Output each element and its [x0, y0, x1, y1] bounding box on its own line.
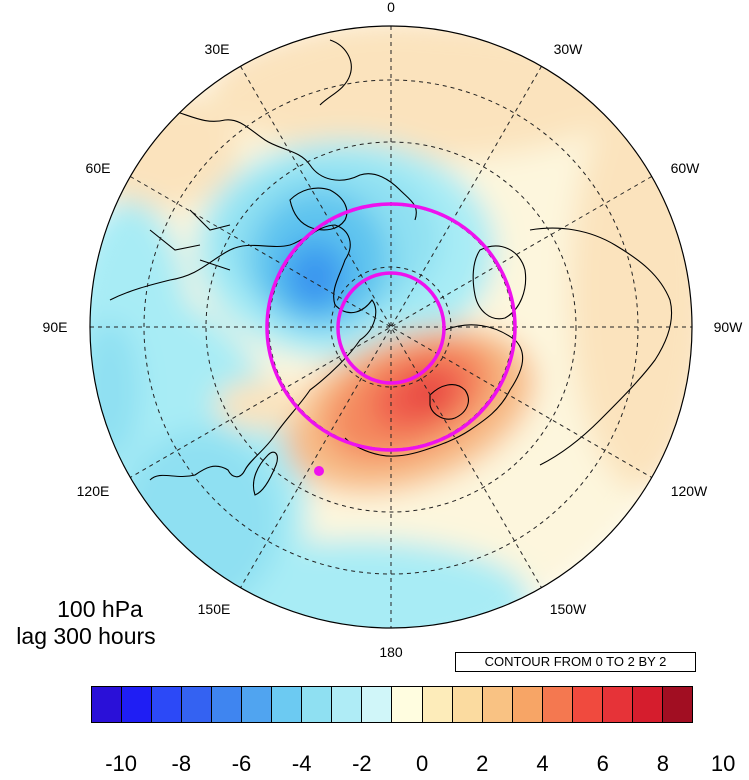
lag-label: lag 300 hours	[16, 623, 156, 649]
lon-label-30w: 30W	[554, 41, 584, 57]
colorbar-swatch	[422, 687, 453, 722]
colorbar-swatch	[212, 687, 243, 722]
lon-label-60w: 60W	[671, 160, 701, 176]
colorbar-swatch	[332, 687, 363, 722]
anomaly-field	[90, 26, 692, 628]
colorbar-swatch	[512, 687, 543, 722]
alaska-coast	[429, 384, 469, 420]
colorbar-swatch	[392, 687, 423, 722]
colorbar-swatch	[482, 687, 513, 722]
colorbar-swatch	[662, 687, 692, 722]
colorbar-tick-label: -6	[231, 751, 252, 776]
colorbar-swatch	[272, 687, 303, 722]
colorbar-tick-label: 2	[476, 751, 489, 776]
lon-label-120w: 120W	[671, 483, 708, 499]
lon-label-150w: 150W	[550, 601, 587, 617]
colorbar-tick-label: 0	[415, 751, 429, 776]
colorbar-tick-label: -2	[352, 751, 372, 776]
map-boundary	[89, 25, 693, 629]
pressure-level-label: 100 hPa	[57, 596, 143, 622]
scandinavia-coast	[289, 187, 348, 231]
colorbar-swatch	[152, 687, 183, 722]
greenland-coast	[472, 245, 527, 320]
colorbar-tick-label: -4	[291, 751, 312, 776]
colorbar-tick-label: -10	[105, 751, 137, 776]
colorbar-tick-label: 6	[596, 751, 609, 776]
lon-label-60e: 60E	[86, 160, 111, 176]
lon-label-150e: 150E	[198, 601, 231, 617]
asia-interior-border	[149, 209, 231, 271]
europe-coast	[169, 109, 417, 221]
north-america-east	[529, 227, 673, 466]
colorbar-swatch	[122, 687, 153, 722]
colorbar-swatch	[632, 687, 663, 722]
colorbar-swatch	[362, 687, 393, 722]
africa-coast	[319, 39, 352, 106]
colorbar-swatch	[572, 687, 603, 722]
colorbar-swatch	[602, 687, 633, 722]
colorbar-swatch	[92, 687, 123, 722]
colorbar-labels: -10 -8 -6 -4 -2 0 2 4 6 8 10	[91, 751, 735, 780]
colorbar-tick-label: 8	[656, 751, 670, 776]
colorbar-tick-label: -8	[171, 751, 192, 776]
lon-label-30e: 30E	[205, 41, 230, 57]
inner-highlight-circle	[336, 271, 446, 385]
lon-label-120e: 120E	[77, 483, 110, 499]
colorbar-swatch	[452, 687, 483, 722]
outer-highlight-circle	[265, 202, 517, 452]
colorbar-swatch	[302, 687, 333, 722]
colorbar-swatch	[182, 687, 213, 722]
colorbar-swatch	[242, 687, 273, 722]
highlight-circles	[265, 202, 517, 452]
contour-info-box: CONTOUR FROM 0 TO 2 BY 2	[455, 652, 696, 672]
coastlines	[109, 39, 673, 496]
lon-label-0: 0	[387, 0, 395, 15]
lon-label-90w: 90W	[714, 319, 744, 335]
location-marker	[314, 466, 324, 476]
eurasia-coast	[109, 224, 377, 481]
colorbar-swatch	[542, 687, 573, 722]
colorbar	[91, 686, 693, 723]
colorbar-tick-label: 4	[536, 751, 549, 776]
colorbar-tick-label: 10	[710, 751, 736, 776]
japan-coast	[252, 451, 278, 496]
lon-label-90e: 90E	[43, 319, 68, 335]
lon-label-180: 180	[379, 644, 403, 660]
